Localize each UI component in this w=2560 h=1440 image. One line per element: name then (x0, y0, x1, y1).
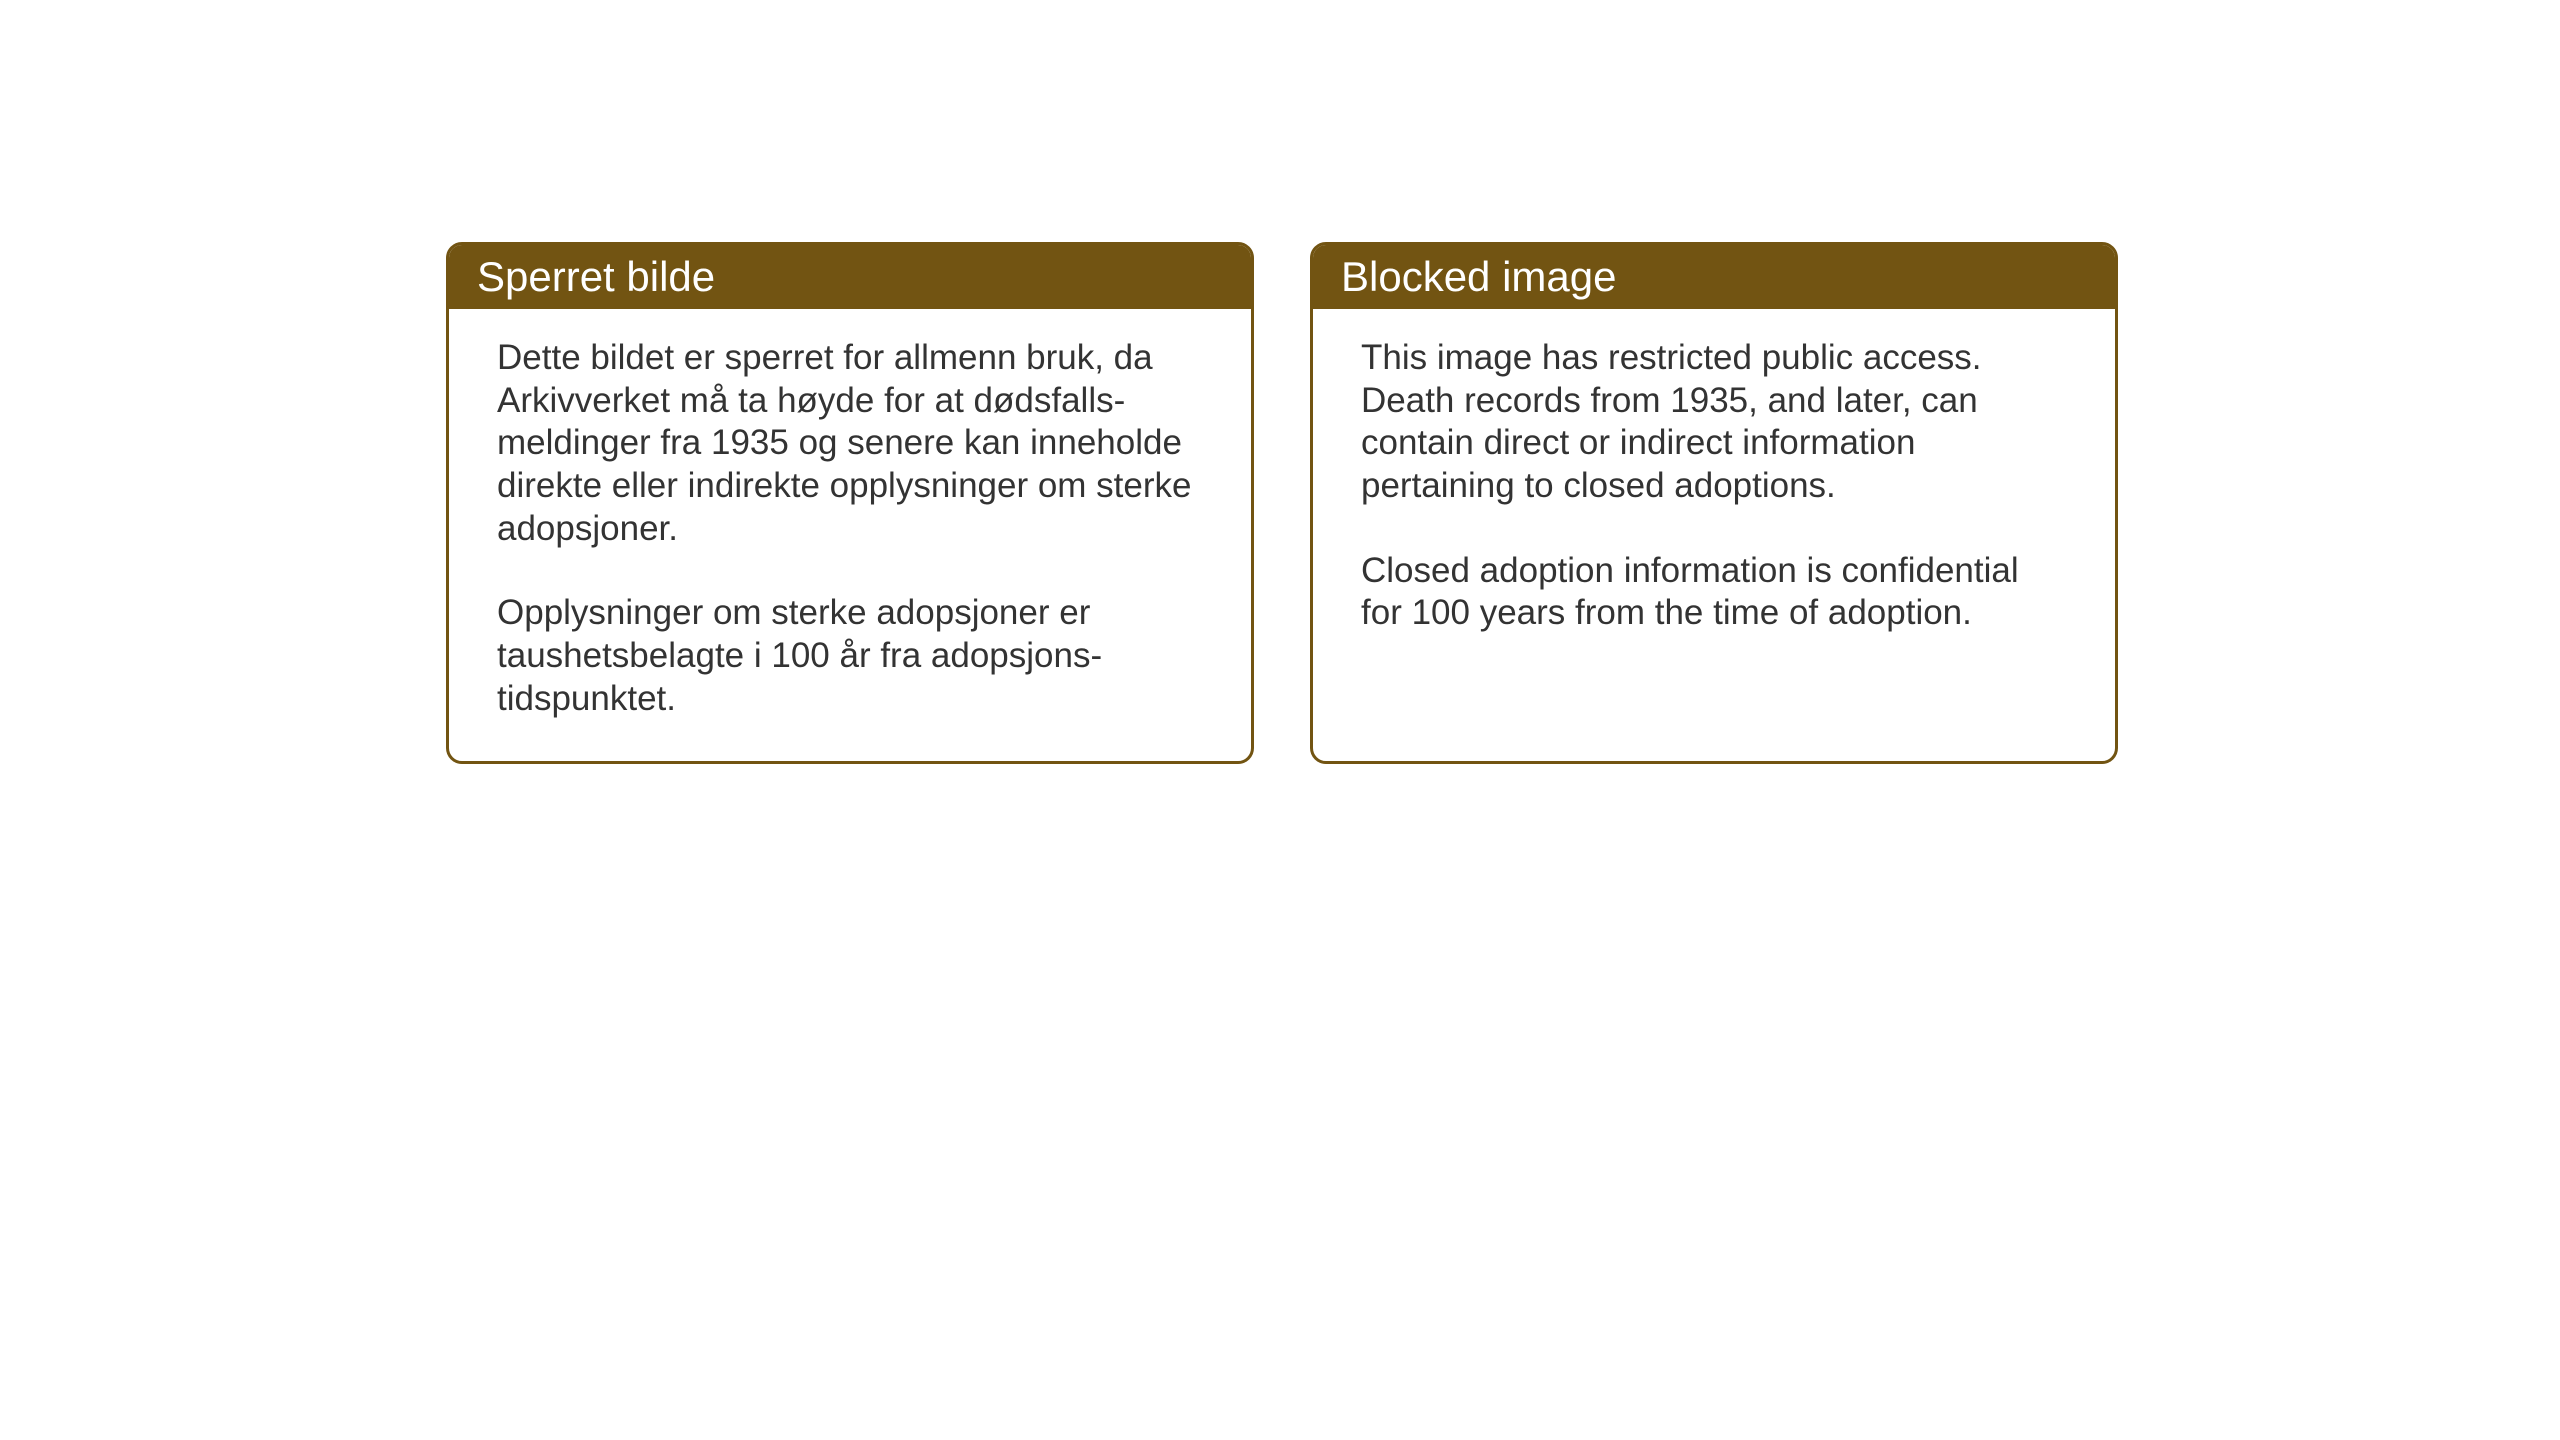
card-paragraph-2-english: Closed adoption information is confident… (1361, 550, 2067, 635)
card-header-norwegian: Sperret bilde (449, 245, 1251, 309)
card-paragraph-1-english: This image has restricted public access.… (1361, 337, 2067, 508)
card-title-norwegian: Sperret bilde (477, 253, 715, 300)
card-paragraph-1-norwegian: Dette bildet er sperret for allmenn bruk… (497, 337, 1203, 550)
card-paragraph-2-norwegian: Opplysninger om sterke adopsjoner er tau… (497, 592, 1203, 720)
notice-card-norwegian: Sperret bilde Dette bildet er sperret fo… (446, 242, 1254, 764)
card-header-english: Blocked image (1313, 245, 2115, 309)
notice-container: Sperret bilde Dette bildet er sperret fo… (446, 242, 2118, 764)
card-body-norwegian: Dette bildet er sperret for allmenn bruk… (449, 309, 1251, 761)
card-title-english: Blocked image (1341, 253, 1616, 300)
card-body-english: This image has restricted public access.… (1313, 309, 2115, 729)
notice-card-english: Blocked image This image has restricted … (1310, 242, 2118, 764)
